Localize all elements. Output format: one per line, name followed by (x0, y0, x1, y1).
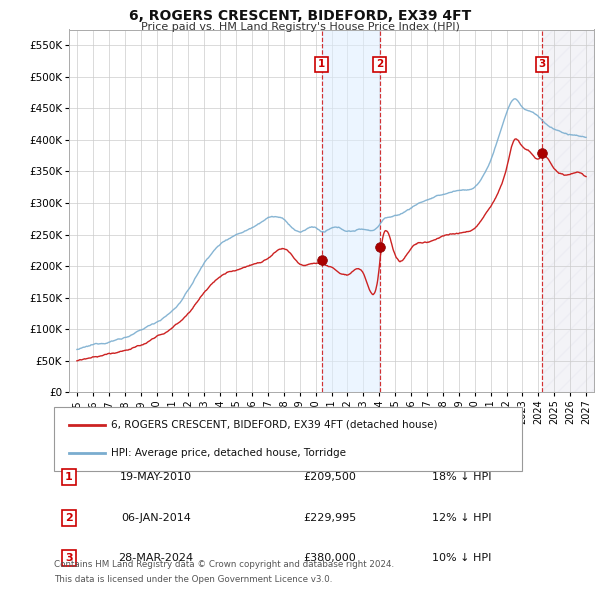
Text: 06-JAN-2014: 06-JAN-2014 (121, 513, 191, 523)
Bar (322, 30, 380, 392)
Text: 28-MAR-2024: 28-MAR-2024 (118, 553, 194, 563)
Text: This data is licensed under the Open Government Licence v3.0.: This data is licensed under the Open Gov… (54, 575, 332, 584)
Text: Contains HM Land Registry data © Crown copyright and database right 2024.: Contains HM Land Registry data © Crown c… (54, 560, 394, 569)
Text: 1: 1 (65, 472, 73, 481)
Text: 2: 2 (376, 59, 383, 69)
Text: 18% ↓ HPI: 18% ↓ HPI (432, 472, 492, 481)
Text: 10% ↓ HPI: 10% ↓ HPI (433, 553, 491, 563)
Text: 3: 3 (65, 553, 73, 563)
Text: 6, ROGERS CRESCENT, BIDEFORD, EX39 4FT (detached house): 6, ROGERS CRESCENT, BIDEFORD, EX39 4FT (… (111, 420, 437, 430)
Text: 6, ROGERS CRESCENT, BIDEFORD, EX39 4FT: 6, ROGERS CRESCENT, BIDEFORD, EX39 4FT (129, 9, 471, 23)
Text: Price paid vs. HM Land Registry's House Price Index (HPI): Price paid vs. HM Land Registry's House … (140, 22, 460, 32)
Text: HPI: Average price, detached house, Torridge: HPI: Average price, detached house, Torr… (111, 448, 346, 458)
Text: 2: 2 (65, 513, 73, 523)
Text: £380,000: £380,000 (304, 553, 356, 563)
Text: £229,995: £229,995 (304, 513, 356, 523)
Text: £209,500: £209,500 (304, 472, 356, 481)
Text: 12% ↓ HPI: 12% ↓ HPI (432, 513, 492, 523)
Text: 3: 3 (539, 59, 546, 69)
FancyBboxPatch shape (54, 407, 522, 471)
Text: 1: 1 (318, 59, 325, 69)
Text: 19-MAY-2010: 19-MAY-2010 (120, 472, 192, 481)
Bar (542, 30, 594, 392)
